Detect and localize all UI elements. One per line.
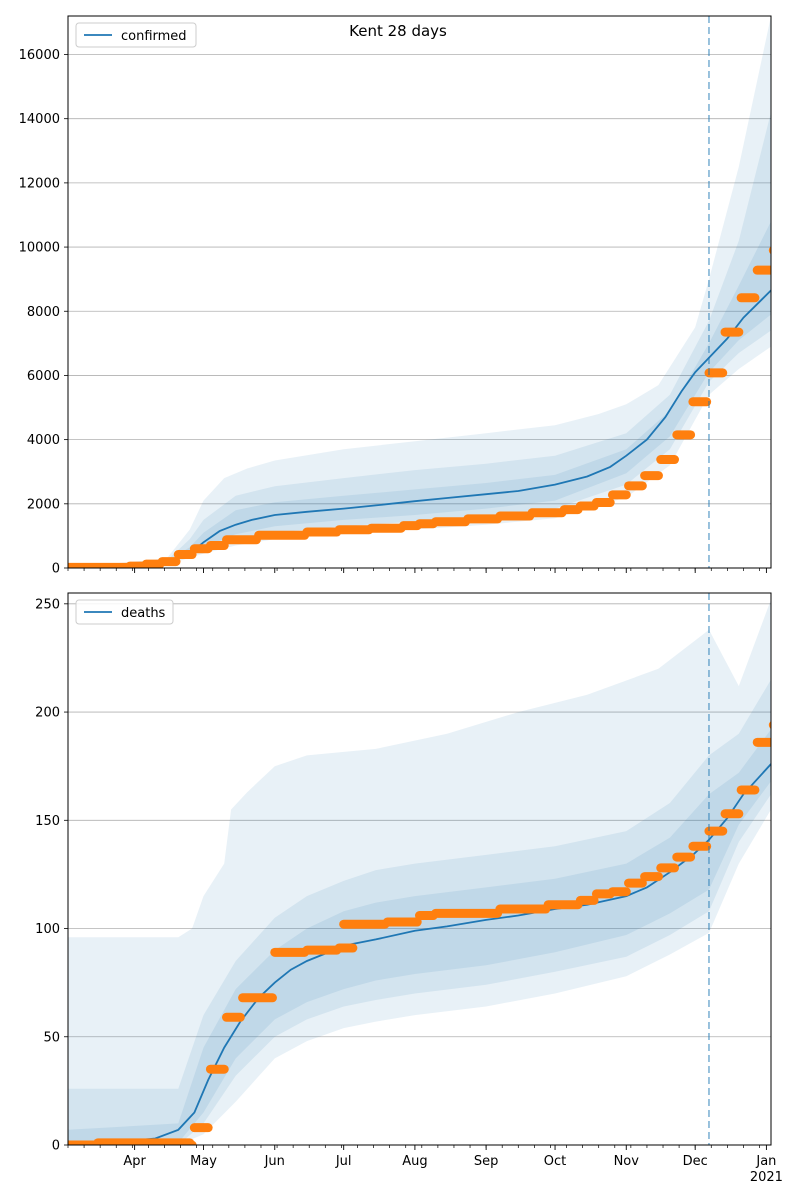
y-tick-label: 100 — [35, 922, 60, 937]
x-year-label: 2021 — [750, 1170, 783, 1185]
median-line — [68, 289, 771, 568]
y-tick-label: 150 — [35, 814, 60, 829]
uncertainty-band-inner — [68, 729, 771, 1145]
y-tick-label: 250 — [35, 597, 60, 612]
y-tick-label: 0 — [52, 1139, 60, 1154]
plot-area — [68, 599, 771, 1145]
x-tick-label: Apr — [123, 1154, 146, 1169]
x-tick-label: Jun — [264, 1154, 285, 1169]
y-tick-label: 6000 — [27, 369, 60, 384]
axes-frame — [67, 15, 772, 569]
uncertainty-band-middle — [68, 112, 771, 568]
x-tick-label: Aug — [402, 1154, 427, 1169]
legend-box — [75, 22, 197, 48]
y-tick-label: 2000 — [27, 497, 60, 512]
y-tick-label: 10000 — [19, 241, 60, 256]
y-tick-label: 0 — [52, 562, 60, 577]
confirmed-panel: 0 2000 4000 6000 8000 10000 12000 14000 16000 con… — [19, 15, 772, 577]
x-tick-label: Nov — [614, 1154, 640, 1169]
x-tick-label: Dec — [683, 1154, 708, 1169]
uncertainty-band-outer — [68, 16, 771, 568]
y-tick-label: 50 — [43, 1030, 60, 1045]
y-tick-label: 16000 — [19, 48, 60, 63]
deaths-panel: 0 50 100 150 200 250 Apr May Jun Jul Aug Sep Oct Nov D… — [35, 592, 783, 1185]
x-tick-label: Sep — [474, 1154, 499, 1169]
y-tick-label: 8000 — [27, 305, 60, 320]
y-tick-label: 12000 — [19, 176, 60, 191]
uncertainty-band-inner — [68, 221, 771, 568]
x-tick-label: May — [190, 1154, 217, 1169]
y-tick-label: 4000 — [27, 433, 60, 448]
legend-box — [75, 599, 174, 625]
x-tick-label: Jul — [335, 1154, 352, 1169]
plot-area — [68, 16, 771, 568]
legend-label: deaths — [121, 606, 166, 621]
legend-label: confirmed — [121, 29, 187, 44]
axes-frame — [67, 592, 772, 1146]
y-tick-label: 200 — [35, 706, 60, 721]
y-tick-label: 14000 — [19, 112, 60, 127]
x-tick-label: Jan — [755, 1154, 776, 1169]
figure-title: Kent 28 days — [349, 22, 447, 40]
uncertainty-band-outer — [68, 599, 771, 1145]
x-tick-label: Oct — [544, 1154, 566, 1169]
